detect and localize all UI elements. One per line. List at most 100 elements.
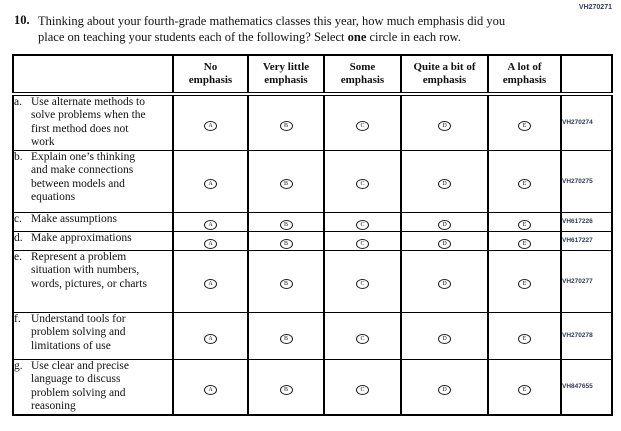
- header-label: No emphasis: [188, 61, 233, 86]
- option-cell: A: [172, 311, 249, 360]
- row-code: VH270277: [560, 249, 613, 313]
- header-quite-a-bit-emphasis: Quite a bit of emphasis: [400, 54, 489, 96]
- option-cell: A: [172, 149, 249, 213]
- row-label: Make approximations: [31, 231, 132, 244]
- row-marker: d.: [14, 231, 23, 244]
- header-no-emphasis: No emphasis: [172, 54, 249, 96]
- question-number: 10.: [14, 13, 30, 27]
- option-bubble-b[interactable]: B: [279, 219, 293, 230]
- option-cell: D: [400, 311, 489, 360]
- option-cell: A: [172, 249, 249, 313]
- question-text: Thinking about your fourth-grade mathema…: [38, 13, 506, 46]
- option-bubble-b[interactable]: B: [279, 279, 293, 290]
- option-cell: C: [323, 230, 402, 251]
- option-bubble-e[interactable]: E: [518, 238, 531, 249]
- option-bubble-e[interactable]: E: [518, 120, 531, 131]
- row-label-cell: d. Make approximations: [12, 230, 174, 251]
- option-cell: E: [487, 230, 562, 251]
- header-label: Very little emphasis: [262, 61, 310, 86]
- row-label-cell: b. Explain one’s thinking and make connec…: [12, 149, 174, 213]
- row-marker: b.: [14, 150, 23, 163]
- option-bubble-c[interactable]: C: [356, 238, 369, 249]
- option-bubble-d[interactable]: D: [438, 219, 451, 230]
- row-code: VH270278: [560, 311, 613, 360]
- option-bubble-b[interactable]: B: [279, 238, 293, 249]
- option-bubble-c[interactable]: C: [356, 384, 369, 395]
- table-row-d: d. Make approximations A B C D E VH617227: [12, 230, 613, 251]
- page-code: VH270271: [578, 4, 612, 11]
- option-bubble-a[interactable]: A: [204, 333, 217, 344]
- header-label: A lot of emphasis: [502, 61, 547, 86]
- option-bubble-a[interactable]: A: [204, 238, 217, 249]
- row-label: Use clear and precise language to discus…: [31, 359, 130, 413]
- option-cell: D: [400, 230, 489, 251]
- option-bubble-d[interactable]: D: [438, 333, 451, 344]
- option-bubble-c[interactable]: C: [356, 333, 369, 344]
- row-marker: a.: [14, 95, 22, 108]
- row-label-cell: f. Understand tools for problem solving a…: [12, 311, 174, 360]
- option-cell: B: [247, 311, 325, 360]
- header-empty-stem: [12, 54, 174, 96]
- option-bubble-a[interactable]: A: [204, 279, 217, 290]
- option-cell: C: [323, 211, 402, 232]
- emphasis-table: No emphasis Very little emphasis Some em…: [12, 53, 613, 416]
- row-label: Use alternate methods to solve problems …: [31, 95, 146, 149]
- option-bubble-a[interactable]: A: [204, 120, 217, 131]
- option-bubble-b[interactable]: B: [279, 120, 293, 131]
- option-cell: B: [247, 249, 325, 313]
- option-bubble-d[interactable]: D: [438, 384, 451, 395]
- option-bubble-d[interactable]: D: [438, 179, 451, 190]
- option-bubble-a[interactable]: A: [204, 384, 217, 395]
- row-label-cell: e. Represent a problem situation with num…: [12, 249, 174, 313]
- option-cell: C: [323, 249, 402, 313]
- option-cell: D: [400, 211, 489, 232]
- option-bubble-e[interactable]: E: [518, 279, 531, 290]
- option-bubble-d[interactable]: D: [438, 238, 451, 249]
- header-label: Some emphasis: [340, 61, 385, 86]
- option-cell: D: [400, 358, 489, 416]
- option-bubble-b[interactable]: B: [279, 333, 293, 344]
- row-marker: c.: [14, 212, 22, 225]
- option-cell: A: [172, 358, 249, 416]
- header-some-emphasis: Some emphasis: [323, 54, 402, 96]
- option-cell: D: [400, 93, 489, 151]
- option-bubble-e[interactable]: E: [518, 384, 531, 395]
- row-label-cell: c. Make assumptions: [12, 211, 174, 232]
- option-bubble-d[interactable]: D: [438, 279, 451, 290]
- option-cell: E: [487, 93, 562, 151]
- header-a-lot-emphasis: A lot of emphasis: [487, 54, 562, 96]
- option-cell: E: [487, 358, 562, 416]
- question-block: 10. Thinking about your fourth-grade mat…: [0, 0, 621, 46]
- option-cell: C: [323, 311, 402, 360]
- row-code: VH847655: [560, 358, 613, 416]
- option-bubble-e[interactable]: E: [518, 179, 531, 190]
- row-label: Understand tools for problem solving and…: [31, 312, 126, 352]
- row-label-cell: g. Use clear and precise language to disc…: [12, 358, 174, 416]
- option-bubble-c[interactable]: C: [356, 120, 369, 131]
- option-cell: B: [247, 149, 325, 213]
- row-marker: g.: [14, 359, 23, 372]
- row-code: VH617227: [560, 230, 613, 251]
- option-bubble-c[interactable]: C: [356, 179, 369, 190]
- option-cell: C: [323, 149, 402, 213]
- option-bubble-e[interactable]: E: [518, 219, 531, 230]
- option-cell: A: [172, 230, 249, 251]
- option-bubble-d[interactable]: D: [438, 120, 451, 131]
- option-bubble-c[interactable]: C: [356, 219, 369, 230]
- header-row: No emphasis Very little emphasis Some em…: [12, 54, 613, 96]
- option-bubble-a[interactable]: A: [204, 219, 217, 230]
- question-text-before: Thinking about your fourth-grade mathema…: [38, 14, 506, 45]
- option-cell: C: [323, 93, 402, 151]
- option-bubble-a[interactable]: A: [204, 179, 217, 190]
- option-cell: B: [247, 230, 325, 251]
- row-marker: f.: [14, 312, 21, 325]
- option-cell: B: [247, 93, 325, 151]
- option-cell: E: [487, 149, 562, 213]
- option-bubble-b[interactable]: B: [279, 384, 293, 395]
- row-marker: e.: [14, 250, 22, 263]
- option-bubble-c[interactable]: C: [356, 279, 369, 290]
- option-bubble-e[interactable]: E: [518, 333, 531, 344]
- row-label: Explain one’s thinking and make connecti…: [31, 150, 136, 204]
- option-bubble-b[interactable]: B: [279, 179, 293, 190]
- option-cell: D: [400, 249, 489, 313]
